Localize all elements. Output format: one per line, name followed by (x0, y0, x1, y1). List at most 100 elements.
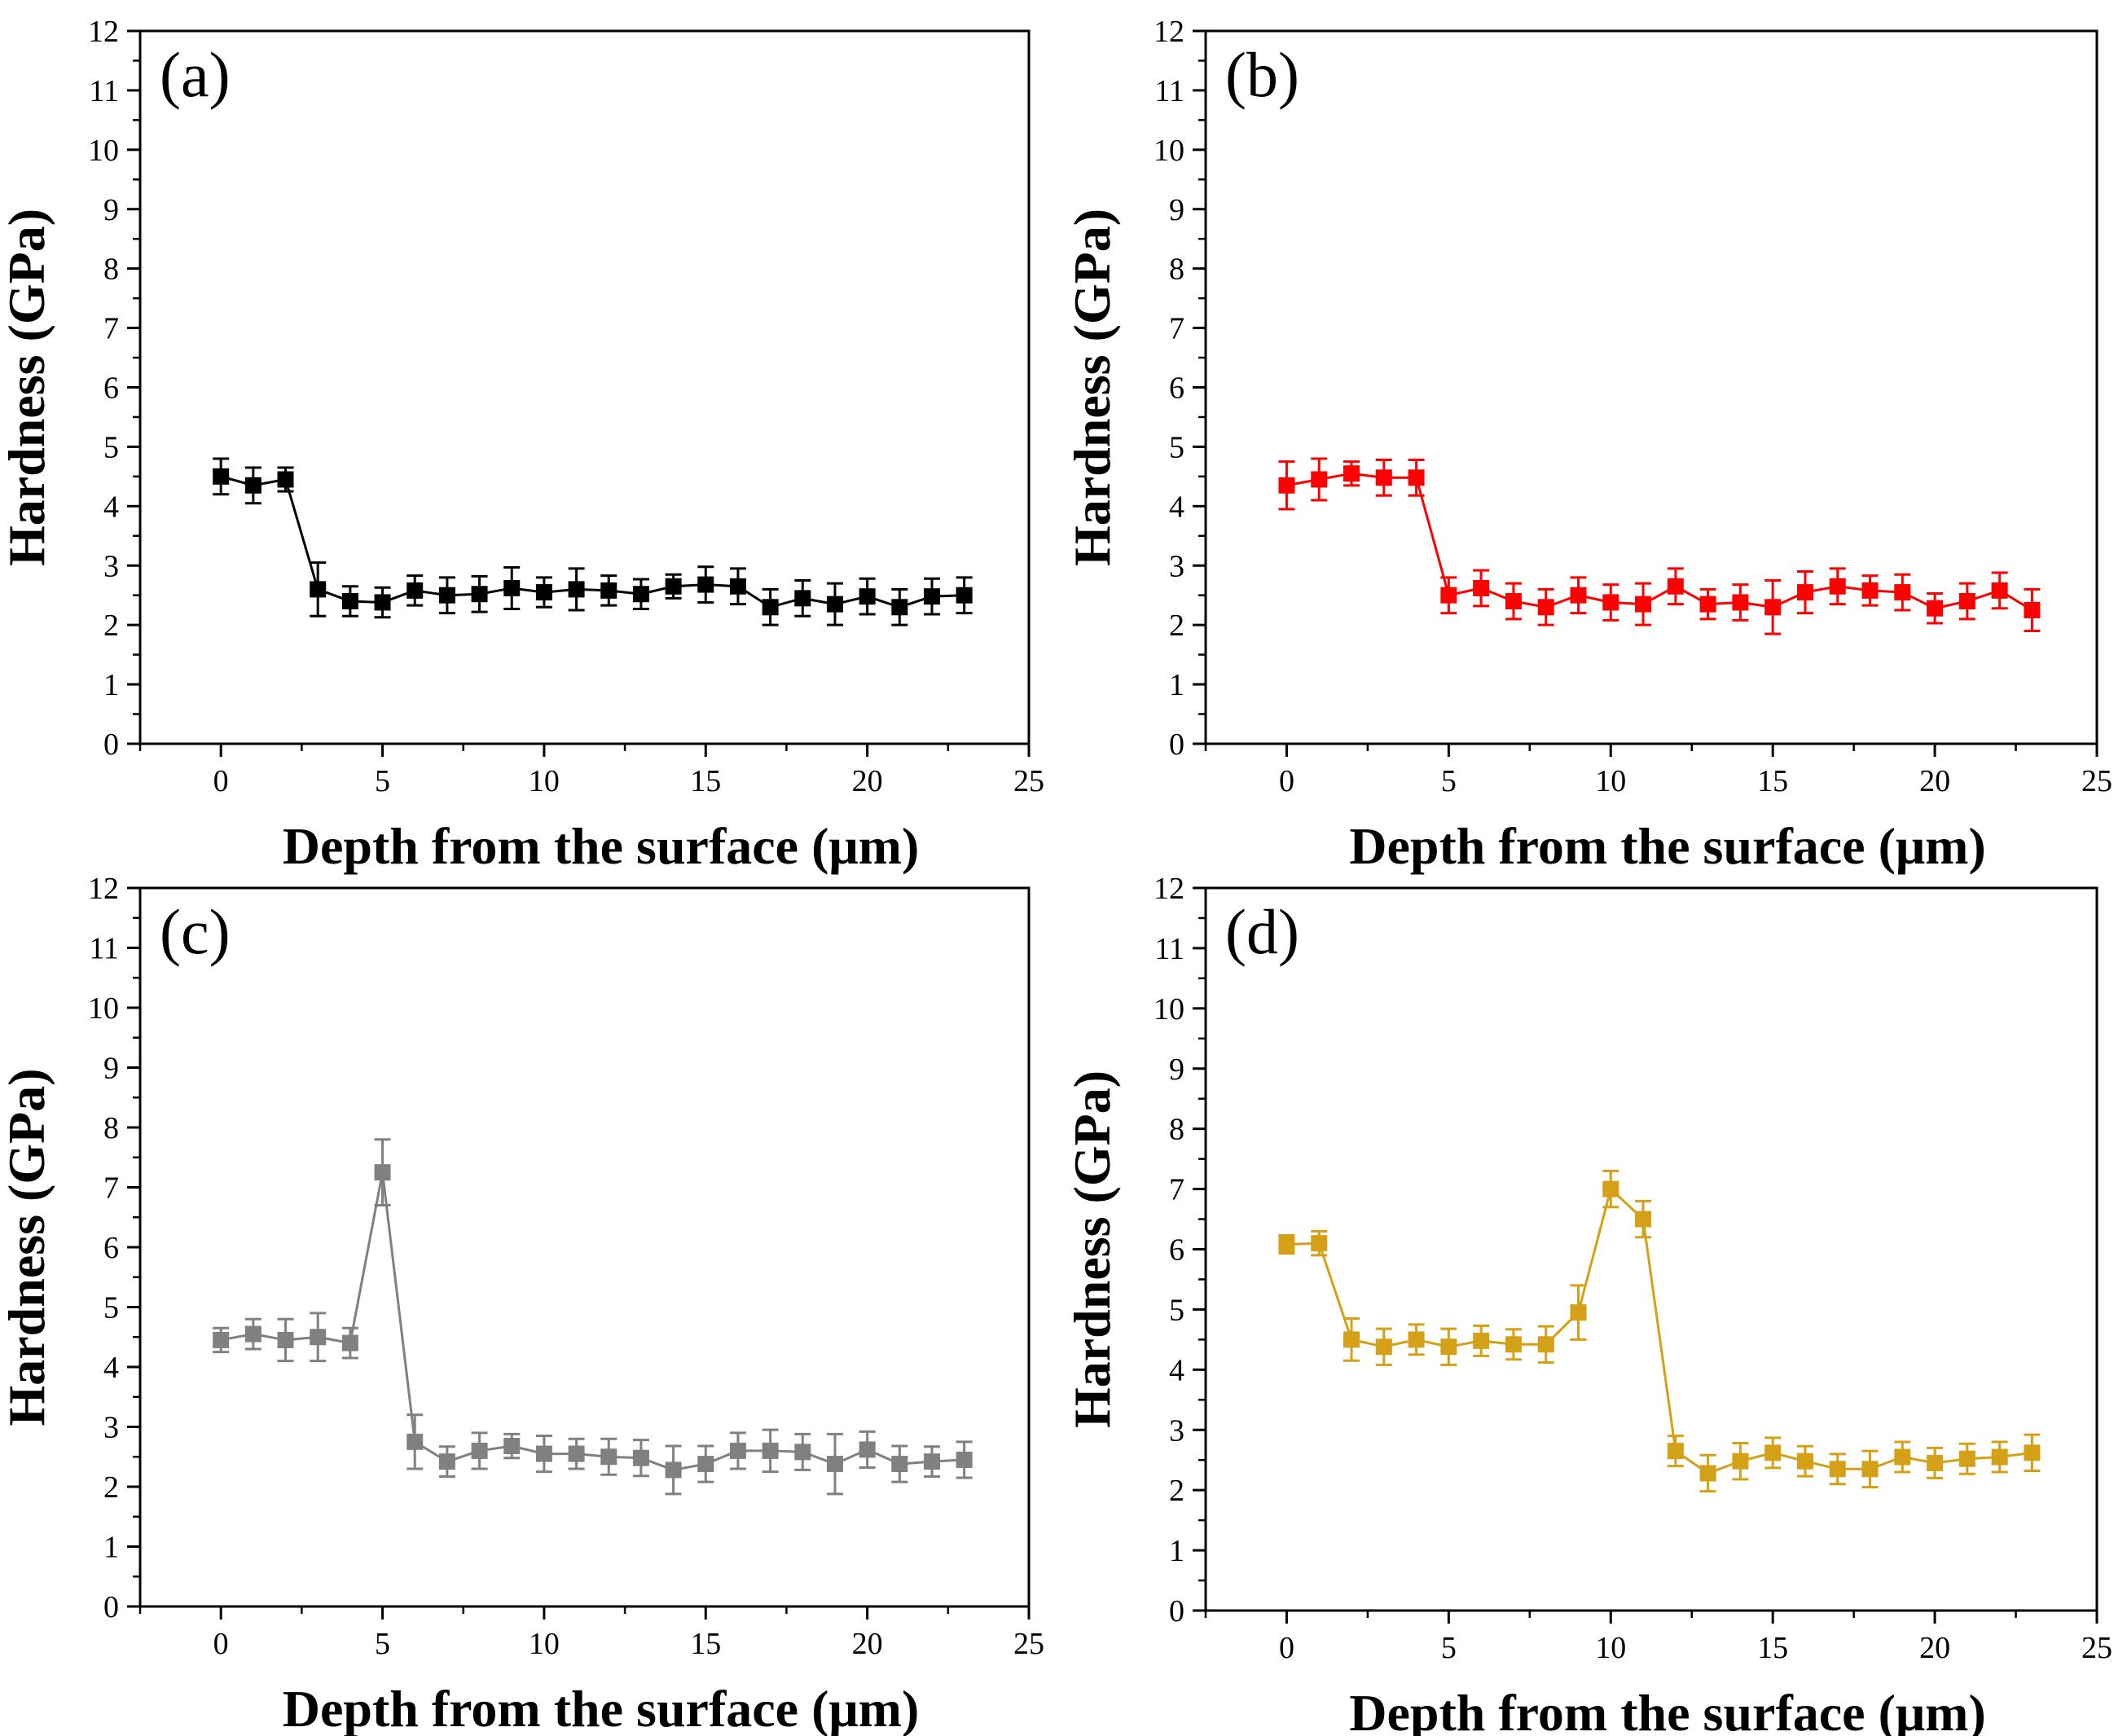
y-tick-label: 5 (103, 430, 119, 464)
data-point (1699, 1465, 1716, 1482)
x-tick-label: 25 (2081, 1631, 2112, 1665)
data-point (503, 1438, 521, 1455)
data-point (665, 1461, 682, 1479)
data-point (341, 1334, 358, 1351)
y-tick-label: 10 (1154, 134, 1184, 168)
y-tick-label: 11 (1154, 74, 1184, 108)
data-point (1732, 594, 1749, 611)
y-tick-label: 10 (1154, 992, 1184, 1026)
series-line (220, 1171, 965, 1471)
x-tick-label: 5 (1441, 764, 1457, 798)
data-point (1829, 578, 1846, 595)
data-point (1473, 1332, 1490, 1349)
plot-frame (138, 29, 1031, 745)
data-point (568, 1445, 585, 1462)
y-tick-label: 10 (88, 991, 119, 1026)
data-point (407, 582, 424, 599)
x-tick-label: 5 (375, 1627, 390, 1661)
data-point (1537, 599, 1554, 616)
data-point (1635, 596, 1652, 613)
x-axis-title: Depth from the surface (μm) (1349, 1684, 1986, 1736)
panel-label: (d) (1225, 896, 1299, 967)
y-tick-label: 0 (103, 727, 119, 762)
x-tick-label: 15 (1757, 1631, 1788, 1665)
y-tick-label: 9 (103, 193, 119, 227)
data-point (697, 1456, 714, 1473)
y-tick-label: 5 (1169, 430, 1184, 464)
data-point (600, 1448, 617, 1466)
y-tick-label: 4 (103, 1351, 119, 1385)
x-tick-label: 20 (852, 764, 883, 798)
data-point (1602, 594, 1619, 611)
y-tick-label: 8 (103, 253, 119, 287)
data-point (1699, 596, 1716, 613)
x-axis-title: Depth from the surface (μm) (283, 817, 920, 875)
data-point (923, 1453, 940, 1470)
panel-label: (c) (160, 896, 231, 967)
data-point (277, 471, 294, 488)
data-point (762, 599, 779, 616)
y-tick-label: 12 (1154, 872, 1184, 906)
y-axis-title: Hardness (GPa) (1063, 209, 1121, 566)
x-tick-label: 15 (1757, 764, 1788, 798)
data-point (1991, 582, 2008, 599)
data-point (1732, 1453, 1749, 1470)
data-point (1505, 593, 1522, 609)
data-point (1894, 1448, 1911, 1466)
y-tick-label: 6 (103, 371, 119, 406)
data-point (1927, 600, 1944, 617)
data-point (244, 477, 261, 494)
data-point (1311, 1235, 1328, 1252)
panel-label: (b) (1225, 39, 1299, 110)
data-point (1278, 1236, 1295, 1253)
y-tick-label: 3 (103, 549, 119, 583)
data-point (568, 581, 585, 598)
data-point (1440, 1338, 1457, 1356)
x-axis-title: Depth from the surface (μm) (1349, 817, 1986, 875)
data-point (923, 588, 940, 605)
data-point (310, 1329, 327, 1346)
x-tick-label: 10 (529, 1627, 560, 1661)
data-point (535, 584, 552, 601)
y-tick-label: 3 (1169, 1413, 1184, 1448)
y-tick-label: 2 (103, 609, 119, 643)
data-point (891, 1456, 908, 1473)
y-tick-label: 12 (88, 15, 119, 49)
y-tick-label: 12 (88, 872, 119, 906)
y-tick-label: 1 (1169, 1534, 1184, 1568)
data-point (438, 587, 455, 604)
panel-label: (a) (160, 39, 231, 110)
data-point (2024, 1444, 2041, 1461)
data-point (826, 596, 843, 613)
x-tick-label: 5 (375, 764, 390, 798)
y-tick-label: 3 (103, 1411, 119, 1445)
data-point (535, 1445, 552, 1462)
data-point (1602, 1180, 1619, 1198)
data-point (1570, 1304, 1587, 1321)
data-point (1927, 1454, 1944, 1471)
y-tick-label: 0 (1169, 727, 1184, 762)
y-axis-title: Hardness (GPa) (0, 1068, 55, 1426)
data-point (1408, 1331, 1425, 1348)
data-point (891, 599, 908, 616)
data-point (1667, 1443, 1684, 1460)
y-tick-label: 4 (1169, 490, 1184, 524)
x-tick-label: 20 (1919, 764, 1950, 798)
y-tick-label: 7 (1169, 312, 1184, 346)
y-tick-label: 7 (103, 1171, 119, 1206)
y-axis-title: Hardness (GPa) (0, 209, 55, 566)
data-point (1958, 593, 1975, 609)
y-tick-label: 7 (1169, 1173, 1184, 1207)
y-tick-label: 7 (103, 312, 119, 346)
data-point (956, 587, 973, 604)
y-tick-label: 6 (1169, 1233, 1184, 1268)
x-tick-label: 25 (1013, 1627, 1044, 1661)
data-point (213, 468, 230, 485)
data-point (1829, 1461, 1846, 1478)
y-tick-label: 5 (1169, 1293, 1184, 1327)
y-tick-label: 8 (1169, 253, 1184, 287)
data-point (826, 1456, 843, 1473)
x-axis-title: Depth from the surface (μm) (283, 1680, 920, 1736)
